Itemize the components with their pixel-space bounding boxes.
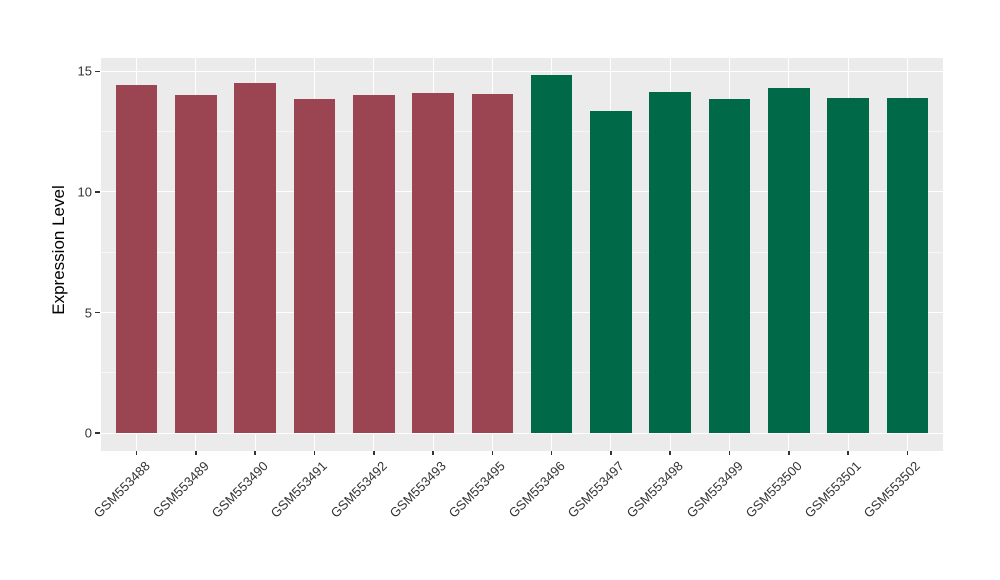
x-tick-label: GSM553502 bbox=[861, 458, 924, 521]
x-tick-label: GSM553493 bbox=[386, 458, 449, 521]
x-tick bbox=[195, 451, 197, 455]
y-gridline-minor bbox=[101, 251, 943, 253]
x-tick bbox=[610, 451, 612, 455]
bar-GSM553488 bbox=[115, 84, 158, 434]
x-tick-label: GSM553496 bbox=[505, 458, 568, 521]
bar-GSM553500 bbox=[768, 88, 810, 434]
x-tick bbox=[669, 451, 671, 455]
y-gridline-minor bbox=[101, 131, 943, 133]
y-tick bbox=[95, 191, 100, 193]
x-tick-label: GSM553499 bbox=[683, 458, 746, 521]
x-tick bbox=[432, 451, 434, 455]
bar-GSM553501 bbox=[827, 97, 869, 434]
y-gridline-major bbox=[101, 312, 943, 314]
x-tick bbox=[906, 451, 909, 455]
x-tick bbox=[788, 451, 790, 455]
bar-GSM553495 bbox=[471, 94, 514, 434]
bar-GSM553492 bbox=[353, 95, 395, 434]
x-tick-label: GSM553495 bbox=[446, 458, 509, 521]
x-tick bbox=[313, 451, 316, 455]
plot-panel bbox=[101, 58, 943, 451]
y-tick-label: 5 bbox=[84, 305, 92, 321]
x-tick bbox=[728, 451, 731, 455]
y-tick-label: 15 bbox=[77, 63, 92, 79]
bar-GSM553497 bbox=[590, 111, 632, 434]
y-axis-title: Expression Level bbox=[49, 185, 68, 315]
x-tick bbox=[135, 451, 138, 455]
x-tick-label: GSM553488 bbox=[90, 458, 153, 521]
y-gridline-minor bbox=[101, 372, 943, 374]
bar-GSM553502 bbox=[886, 97, 929, 434]
bar-GSM553490 bbox=[234, 83, 276, 434]
x-tick-label: GSM553491 bbox=[268, 458, 331, 521]
x-tick-label: GSM553492 bbox=[327, 458, 390, 521]
bar-GSM553489 bbox=[175, 95, 217, 434]
x-tick bbox=[373, 451, 375, 455]
y-tick bbox=[95, 311, 100, 314]
y-tick bbox=[95, 432, 100, 434]
y-gridline-major bbox=[101, 191, 943, 193]
x-tick-label: GSM553490 bbox=[208, 458, 272, 521]
x-tick-label: GSM553497 bbox=[564, 458, 627, 521]
x-tick bbox=[491, 451, 494, 455]
x-tick-label: GSM553500 bbox=[742, 458, 805, 521]
x-tick bbox=[847, 451, 849, 455]
y-tick-label: 0 bbox=[84, 425, 92, 441]
x-tick-label: GSM553489 bbox=[149, 458, 212, 521]
bar-GSM553496 bbox=[530, 74, 573, 434]
y-gridline-major bbox=[101, 432, 943, 434]
y-gridline-major bbox=[101, 70, 943, 72]
y-tick bbox=[95, 70, 100, 73]
bar-GSM553493 bbox=[412, 92, 454, 434]
x-tick bbox=[254, 451, 256, 455]
x-tick-label: GSM553501 bbox=[801, 458, 865, 521]
bar-GSM553491 bbox=[293, 99, 336, 434]
bar-GSM553498 bbox=[649, 91, 691, 434]
y-tick-label: 10 bbox=[77, 184, 92, 200]
x-tick bbox=[550, 451, 553, 455]
bar-GSM553499 bbox=[708, 99, 751, 434]
x-tick-label: GSM553498 bbox=[623, 458, 687, 521]
